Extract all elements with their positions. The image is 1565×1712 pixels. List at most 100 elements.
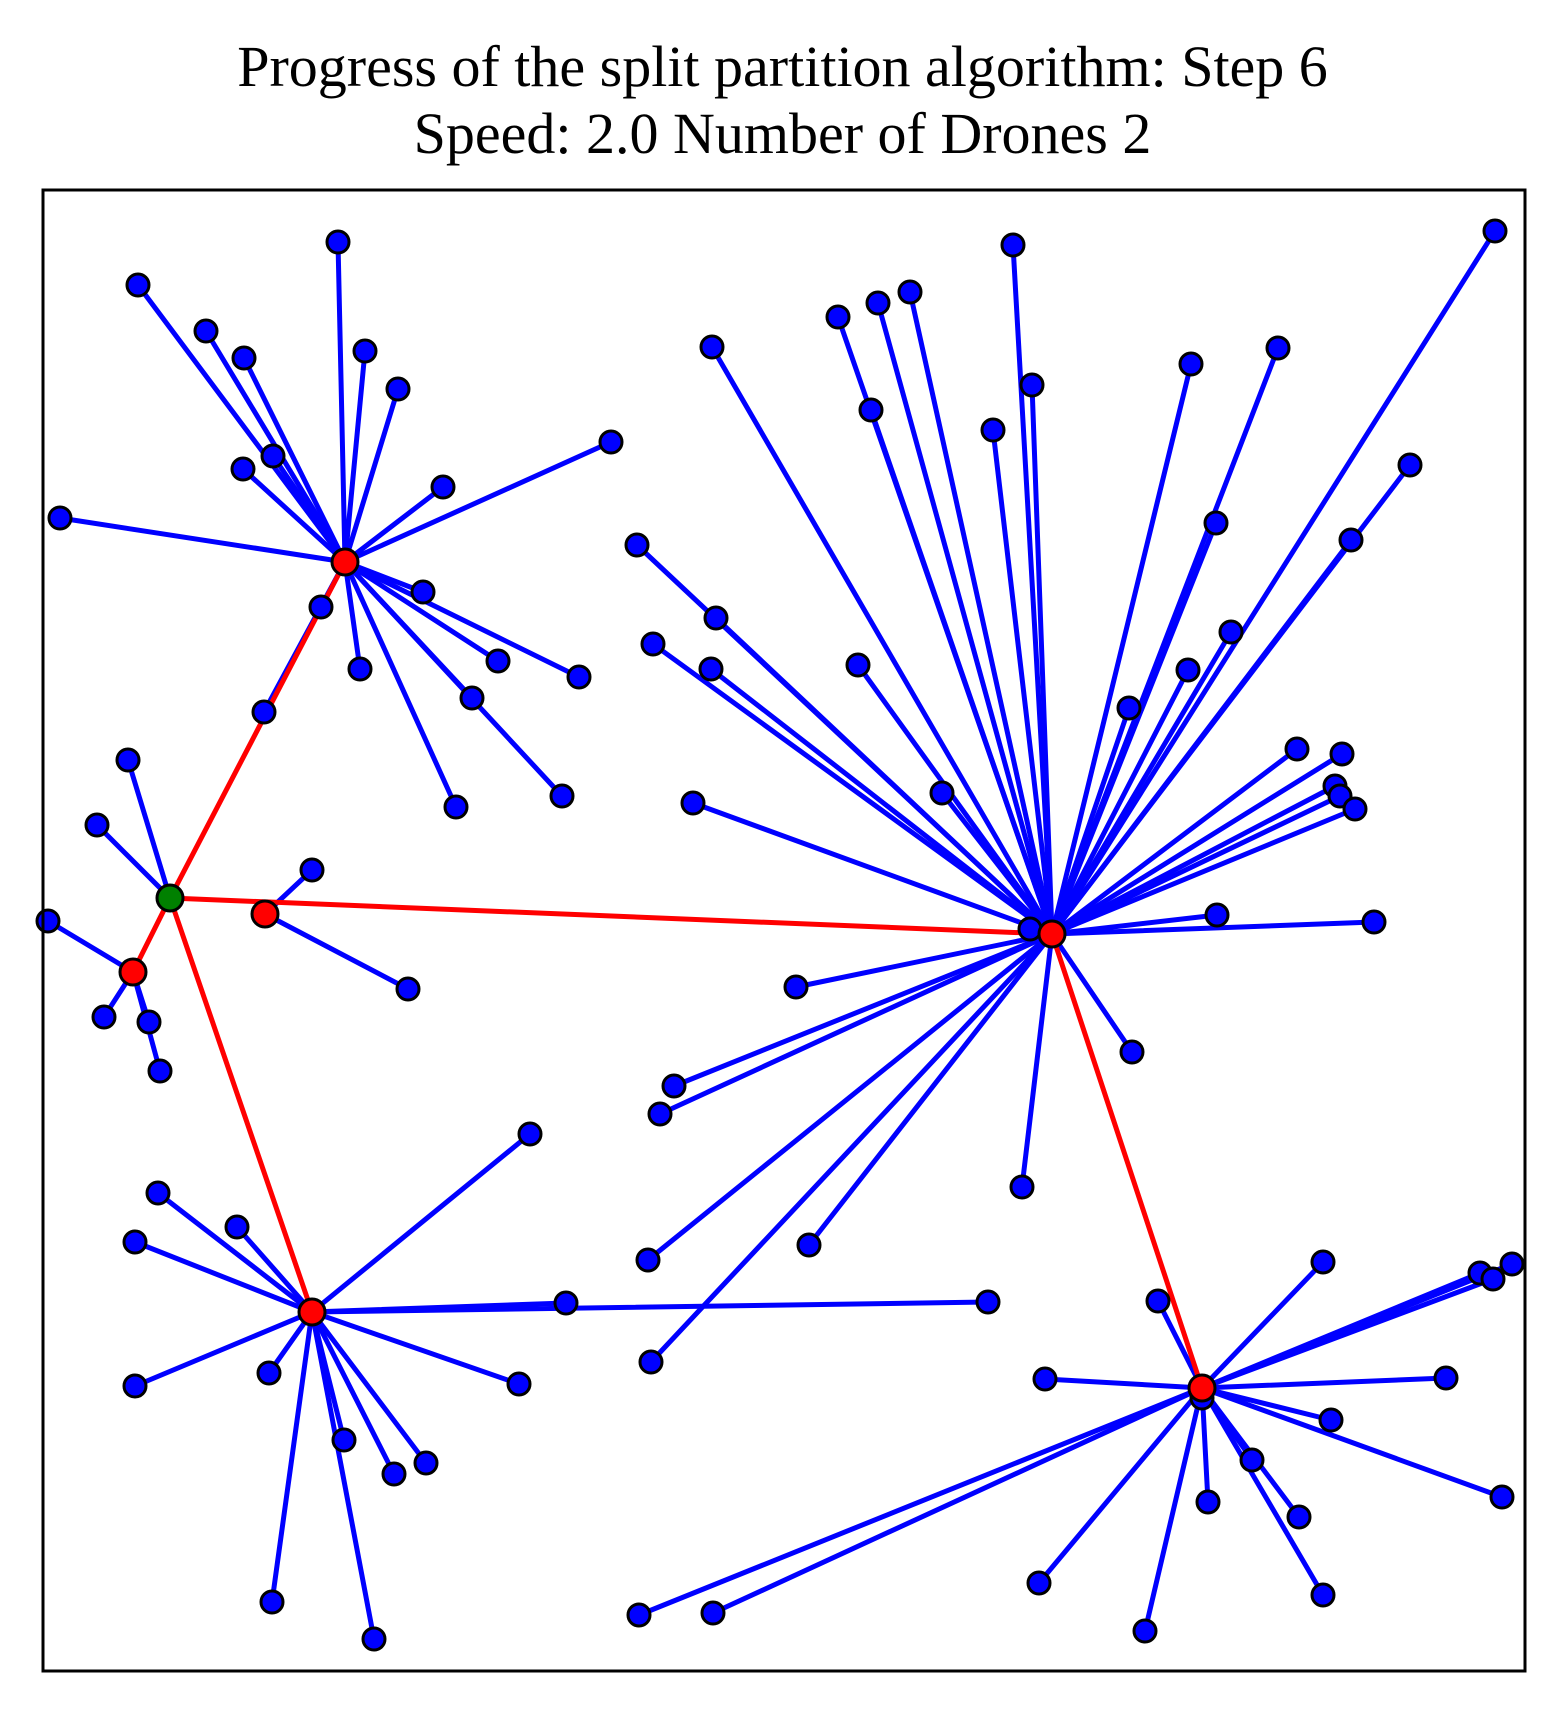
sensor-node [352,338,378,364]
sensor-node [1145,1288,1171,1314]
base-node [155,883,185,913]
sensor-node [125,272,151,298]
tree-edge [132,1239,315,1315]
tree-edge [1049,537,1354,937]
sensor-node [1489,1484,1515,1510]
sensor-node [640,631,666,657]
sensor-node [1218,619,1244,645]
tree-edge [1049,751,1345,937]
tree-edge [342,559,363,672]
sensor-node [259,1589,285,1615]
waypoint-node [1187,1373,1217,1403]
sensor-node [1433,1365,1459,1391]
sensor-node [230,456,256,482]
hub-nodes [118,547,1217,1403]
waypoint-node [297,1297,327,1327]
tree-edge [1049,919,1377,937]
sensor-node [1000,232,1026,258]
tree-edge [1029,382,1055,937]
sensor-node [1195,1489,1221,1515]
sensor-node [549,783,575,809]
tree-edge [342,559,459,810]
sensor-node [231,345,257,371]
sensor-node [308,594,334,620]
sensor-node [1204,902,1230,928]
tree-edge [1049,520,1219,937]
sensor-node [638,1349,664,1375]
sensor-node [410,579,436,605]
tree-edge [868,407,1055,937]
sensor-node [1032,1366,1058,1392]
tree-edge [135,282,348,565]
tree-edge [907,289,1055,937]
sensor-node [1203,510,1229,536]
sensor-node [647,1101,673,1127]
sensor-node [299,857,325,883]
sensor-node [35,908,61,934]
sensor-node [145,1180,171,1206]
tree-edge [708,666,1055,937]
tree-edge [671,931,1055,1089]
tree-edge [650,641,1055,937]
sensor-node [703,605,729,631]
sensor-node [698,656,724,682]
tree-edge [309,1131,533,1315]
sensor-node [825,304,851,330]
sensor-node [506,1371,532,1397]
tree-edge [241,355,348,565]
sensor-node [1397,452,1423,478]
tree-edge [1142,1385,1205,1634]
sensor-node [897,279,923,305]
tree-edge [636,1385,1205,1618]
sensor-node [122,1229,148,1255]
waypoint-node [250,899,280,929]
tree-edge [1019,931,1055,1190]
sensor-node [1175,657,1201,683]
tree-edge [309,1299,991,1315]
tree-edge [1049,931,1135,1055]
sensor-node [260,443,286,469]
tree-edge [94,822,173,901]
tree-edge [1049,361,1194,937]
tree-edge [1199,1375,1449,1391]
tree-edge [710,1385,1205,1616]
waypoint-node [1037,919,1067,949]
tree-edge [342,559,501,664]
chart-title-line-1: Progress of the split partition algorith… [237,34,1328,99]
tree-edge [1049,667,1191,937]
tree-edge [309,1309,522,1387]
tree-edge [342,386,401,565]
sensor-node [1338,527,1364,553]
tree-edge [806,931,1055,1248]
tree-edge [1049,228,1498,937]
sensor-node [1329,741,1355,767]
tree-edge [990,427,1055,937]
sensor-node [700,1600,726,1626]
sensor-node [553,1290,579,1316]
sensor-node [443,794,469,820]
sensor-node [115,747,141,773]
tree-edge [155,1190,315,1315]
tree-edge [1049,806,1358,937]
tree-edge [342,559,565,799]
tree-edge [648,931,1055,1365]
sensor-node [430,474,456,500]
tree-edge [309,1309,429,1466]
tree-edge [709,344,1055,937]
sensor-node [1342,796,1368,822]
sensor-node [459,685,485,711]
sensor-node [865,290,891,316]
sensor-node [122,1373,148,1399]
tree-edge [1042,1376,1205,1391]
sensor-node [1361,909,1387,935]
tree-edge [262,911,411,992]
sensor-node [1178,351,1204,377]
tree-edge [1049,705,1132,937]
sensor-node [1265,335,1291,361]
tree-edge [1049,629,1234,937]
sensor-node [1499,1251,1525,1277]
sensor-node [385,376,411,402]
sensor-node [699,334,725,360]
sensor-node [661,1073,687,1099]
sensor-node [980,417,1006,443]
